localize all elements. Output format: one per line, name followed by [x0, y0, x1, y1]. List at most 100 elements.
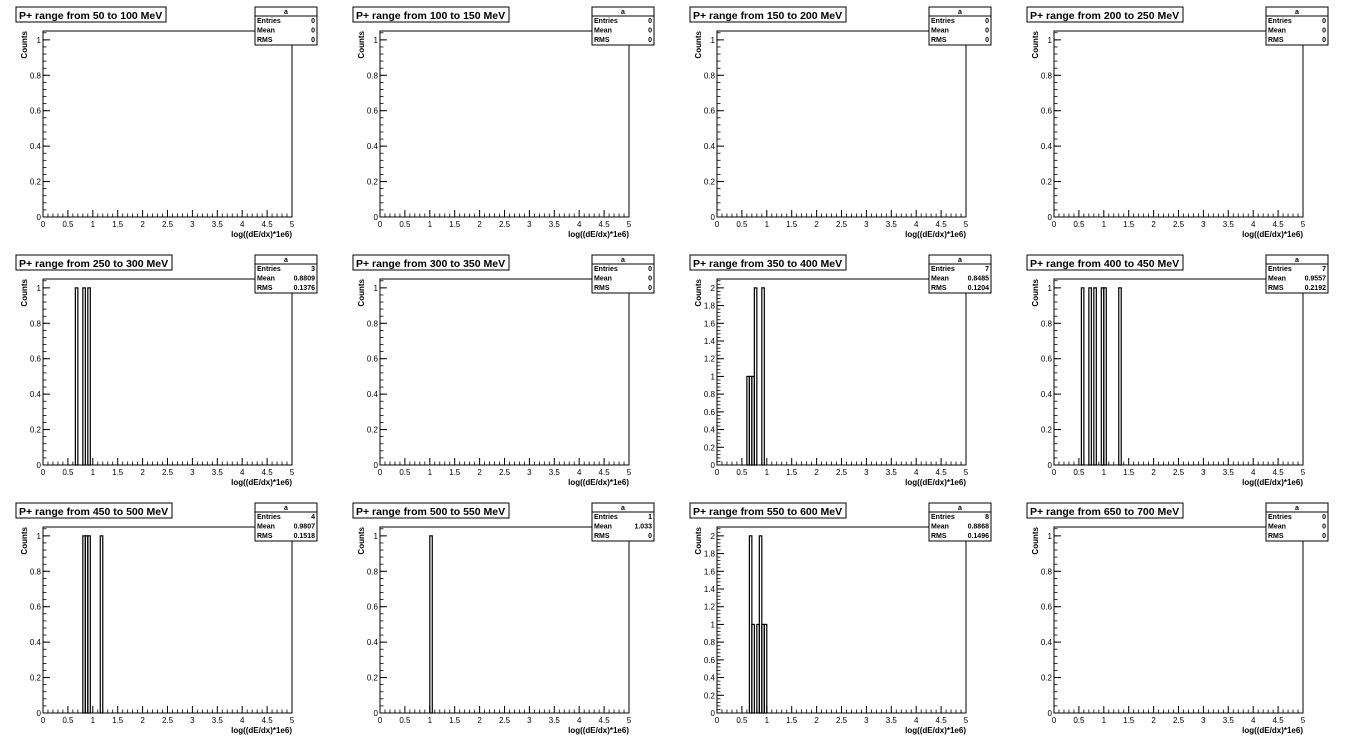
panel-title: P+ range from 250 to 300 MeV — [15, 254, 173, 271]
y-tick-label: 0.8 — [367, 319, 379, 328]
y-tick-label: 1 — [374, 36, 379, 45]
stats-frame — [1265, 254, 1329, 294]
x-tick-label: 5 — [1301, 716, 1306, 725]
stats-mean-value: 0.8868 — [968, 524, 990, 531]
x-tick-label: 4.5 — [936, 220, 948, 229]
x-tick-label: 0.5 — [736, 220, 748, 229]
stats-rms-label: RMS — [1268, 533, 1284, 540]
x-tick-label: 1 — [765, 468, 770, 477]
stats-entries-value: 1 — [648, 514, 652, 521]
x-tick-label: 0 — [1052, 220, 1057, 229]
y-tick-label: 0.4 — [704, 674, 716, 683]
y-tick-label: 1.4 — [704, 585, 716, 594]
stats-rms-value: 0 — [311, 37, 315, 44]
stats-mean-label: Mean — [931, 276, 949, 283]
y-tick-label: 0.2 — [30, 674, 42, 683]
stats-name: a — [1295, 257, 1299, 264]
stats-name: a — [1295, 505, 1299, 512]
y-axis-title: Counts — [20, 30, 29, 58]
x-tick-label: 1.5 — [1123, 468, 1135, 477]
x-tick-label: 2.5 — [162, 220, 174, 229]
y-tick-label: 0.2 — [367, 426, 379, 435]
stats-entries-label: Entries — [1268, 514, 1292, 521]
stats-rms-value: 0.1496 — [968, 533, 990, 540]
stats-rms-value: 0 — [648, 533, 652, 540]
x-tick-label: 1.5 — [786, 468, 798, 477]
x-tick-label: 4.5 — [936, 716, 948, 725]
x-tick-label: 0 — [715, 220, 720, 229]
y-tick-label: 1 — [374, 532, 379, 541]
y-tick-label: 0.4 — [30, 142, 42, 151]
y-tick-label: 0.6 — [704, 107, 716, 116]
x-tick-label: 3 — [864, 220, 869, 229]
stats-mean-label: Mean — [1268, 524, 1286, 531]
x-axis-title: log((dE/dx)*1e6) — [1242, 726, 1303, 735]
title-box — [689, 502, 847, 519]
stats-mean-value: 0 — [1322, 28, 1326, 35]
y-tick-label: 1 — [711, 36, 716, 45]
x-tick-label: 5 — [964, 716, 969, 725]
stats-rms-label: RMS — [257, 37, 273, 44]
x-tick-label: 2.5 — [1173, 716, 1185, 725]
histogram-panel: 0 0.5 1 1.5 2 2.5 3 3.5 4 4.5 5 0 0.2 0.4 0.6 0.8 1 log((… — [689, 6, 992, 239]
x-tick-label: 3 — [1201, 468, 1206, 477]
x-tick-label: 0 — [41, 716, 46, 725]
y-tick-label: 0 — [1048, 213, 1053, 222]
x-tick-label: 2 — [477, 716, 482, 725]
x-tick-label: 4 — [240, 220, 245, 229]
stats-mean-value: 0 — [648, 276, 652, 283]
stats-entries-label: Entries — [257, 18, 281, 25]
x-tick-label: 1 — [91, 716, 96, 725]
y-tick-label: 1.8 — [704, 302, 716, 311]
title-box — [1026, 254, 1184, 271]
y-tick-label: 2 — [711, 532, 716, 541]
histogram-panel: 0 0.5 1 1.5 2 2.5 3 3.5 4 4.5 5 0 0.2 0.4 0.6 0.8 1 log((… — [15, 502, 318, 735]
x-tick-label: 5 — [290, 220, 295, 229]
stats-rms-value: 0 — [648, 285, 652, 292]
x-tick-label: 3 — [190, 468, 195, 477]
panel-title: P+ range from 500 to 550 MeV — [352, 502, 510, 519]
y-tick-label: 0 — [37, 709, 42, 718]
stats-entries-label: Entries — [594, 18, 618, 25]
y-tick-label: 0 — [374, 461, 379, 470]
stats-rms-label: RMS — [931, 37, 947, 44]
y-tick-label: 0.2 — [704, 443, 716, 452]
x-tick-label: 3.5 — [549, 220, 561, 229]
y-tick-label: 0.8 — [30, 319, 42, 328]
stats-mean-label: Mean — [594, 28, 612, 35]
title-box — [689, 6, 847, 23]
title-box — [352, 254, 510, 271]
y-tick-label: 0.6 — [1041, 603, 1053, 612]
y-tick-label: 0.4 — [367, 390, 379, 399]
x-tick-label: 1 — [1102, 716, 1107, 725]
x-tick-label: 3.5 — [1223, 220, 1235, 229]
histogram-panel: 0 0.5 1 1.5 2 2.5 3 3.5 4 4.5 5 0 0.2 0.4 0.6 0.8 1 1.2 1.… — [689, 502, 992, 735]
histogram-panel: 0 0.5 1 1.5 2 2.5 3 3.5 4 4.5 5 0 0.2 0.4 0.6 0.8 1 log((… — [352, 254, 655, 487]
stats-name: a — [621, 505, 625, 512]
histogram-bar — [87, 535, 91, 714]
histogram-panel: 0 0.5 1 1.5 2 2.5 3 3.5 4 4.5 5 0 0.2 0.4 0.6 0.8 1 log((… — [352, 6, 655, 239]
y-axis-title: Counts — [1031, 30, 1040, 58]
x-tick-label: 5 — [1301, 468, 1306, 477]
stats-entries-label: Entries — [931, 266, 955, 273]
x-tick-label: 3.5 — [549, 716, 561, 725]
stats-mean-value: 0 — [648, 28, 652, 35]
x-tick-label: 1.5 — [786, 220, 798, 229]
x-tick-label: 0 — [41, 220, 46, 229]
y-tick-label: 0.4 — [367, 142, 379, 151]
x-tick-label: 0.5 — [62, 716, 74, 725]
title-text: P+ range from 300 to 350 MeV — [356, 258, 505, 270]
x-tick-label: 4.5 — [599, 468, 611, 477]
x-axis-title: log((dE/dx)*1e6) — [231, 478, 292, 487]
stats-rms-label: RMS — [1268, 285, 1284, 292]
y-tick-label: 0.6 — [704, 656, 716, 665]
stats-rms-label: RMS — [257, 533, 273, 540]
stats-rms-value: 0.1376 — [294, 285, 316, 292]
y-tick-label: 0.2 — [704, 691, 716, 700]
y-tick-label: 0.6 — [30, 603, 42, 612]
x-tick-label: 1 — [428, 716, 433, 725]
